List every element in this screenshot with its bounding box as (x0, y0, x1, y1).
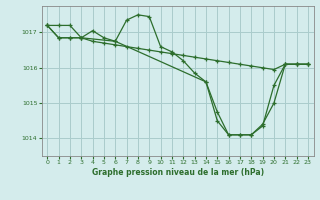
X-axis label: Graphe pression niveau de la mer (hPa): Graphe pression niveau de la mer (hPa) (92, 168, 264, 177)
